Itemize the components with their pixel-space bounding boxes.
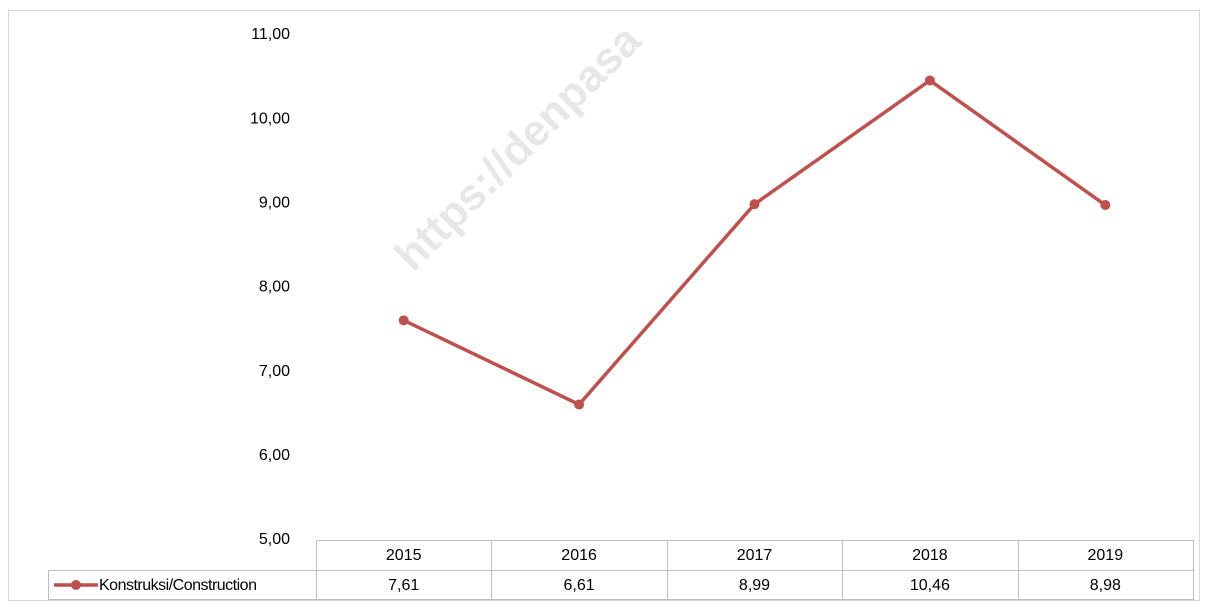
- y-tick-label: 11,00: [251, 26, 290, 43]
- table-value: 8,99: [739, 577, 770, 594]
- y-tick-label: 6,00: [259, 447, 290, 464]
- y-tick-label: 5,00: [259, 531, 290, 548]
- data-point: [749, 199, 760, 210]
- y-tick-label: 7,00: [259, 363, 290, 380]
- y-tick-label: 10,00: [250, 110, 290, 127]
- table-value: 8,98: [1090, 577, 1121, 594]
- table-value: 6,61: [564, 577, 595, 594]
- x-tick-label: 2017: [737, 547, 773, 564]
- x-tick-label: 2015: [386, 547, 422, 564]
- table-value: 7,61: [388, 577, 419, 594]
- x-tick-label: 2016: [561, 547, 597, 564]
- x-tick-label: 2018: [912, 547, 948, 564]
- legend-marker: [71, 580, 81, 590]
- x-tick-label: 2019: [1088, 547, 1124, 564]
- data-point: [574, 399, 585, 410]
- data-point: [1100, 200, 1111, 211]
- y-tick-label: 8,00: [259, 279, 290, 296]
- data-point: [924, 75, 935, 86]
- y-tick-label: 9,00: [259, 195, 290, 212]
- legend-label: Konstruksi/Construction: [99, 577, 256, 594]
- data-point: [398, 315, 409, 326]
- table-value: 10,46: [910, 577, 950, 594]
- chart-border: [8, 10, 1200, 601]
